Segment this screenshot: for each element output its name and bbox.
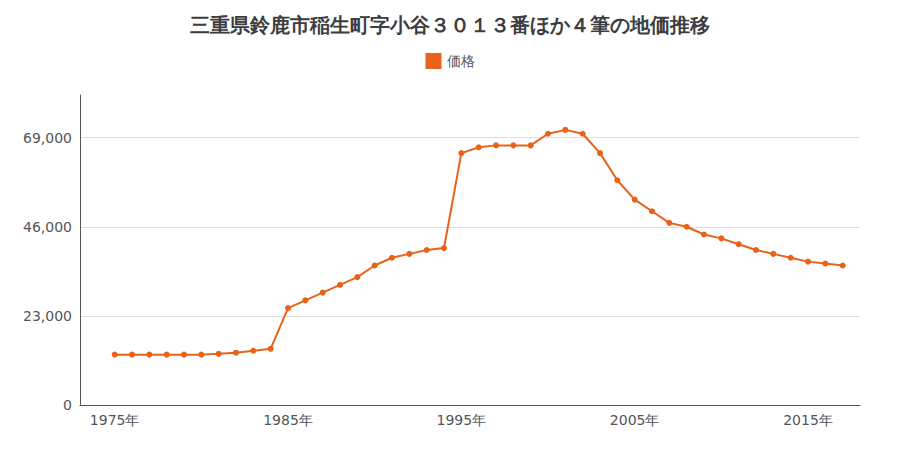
svg-text:69,000: 69,000 [23, 130, 72, 146]
svg-text:1995年: 1995年 [437, 412, 487, 428]
svg-text:2005年: 2005年 [610, 412, 660, 428]
svg-text:23,000: 23,000 [23, 308, 72, 324]
svg-text:0: 0 [63, 397, 72, 413]
svg-text:46,000: 46,000 [23, 219, 72, 235]
svg-text:価格: 価格 [447, 53, 475, 69]
svg-text:1975年: 1975年 [90, 412, 140, 428]
svg-text:1985年: 1985年 [263, 412, 313, 428]
svg-text:三重県鈴鹿市稲生町字小谷３０１３番ほか４筆の地価推移: 三重県鈴鹿市稲生町字小谷３０１３番ほか４筆の地価推移 [190, 13, 710, 37]
svg-text:2015年: 2015年 [783, 412, 833, 428]
